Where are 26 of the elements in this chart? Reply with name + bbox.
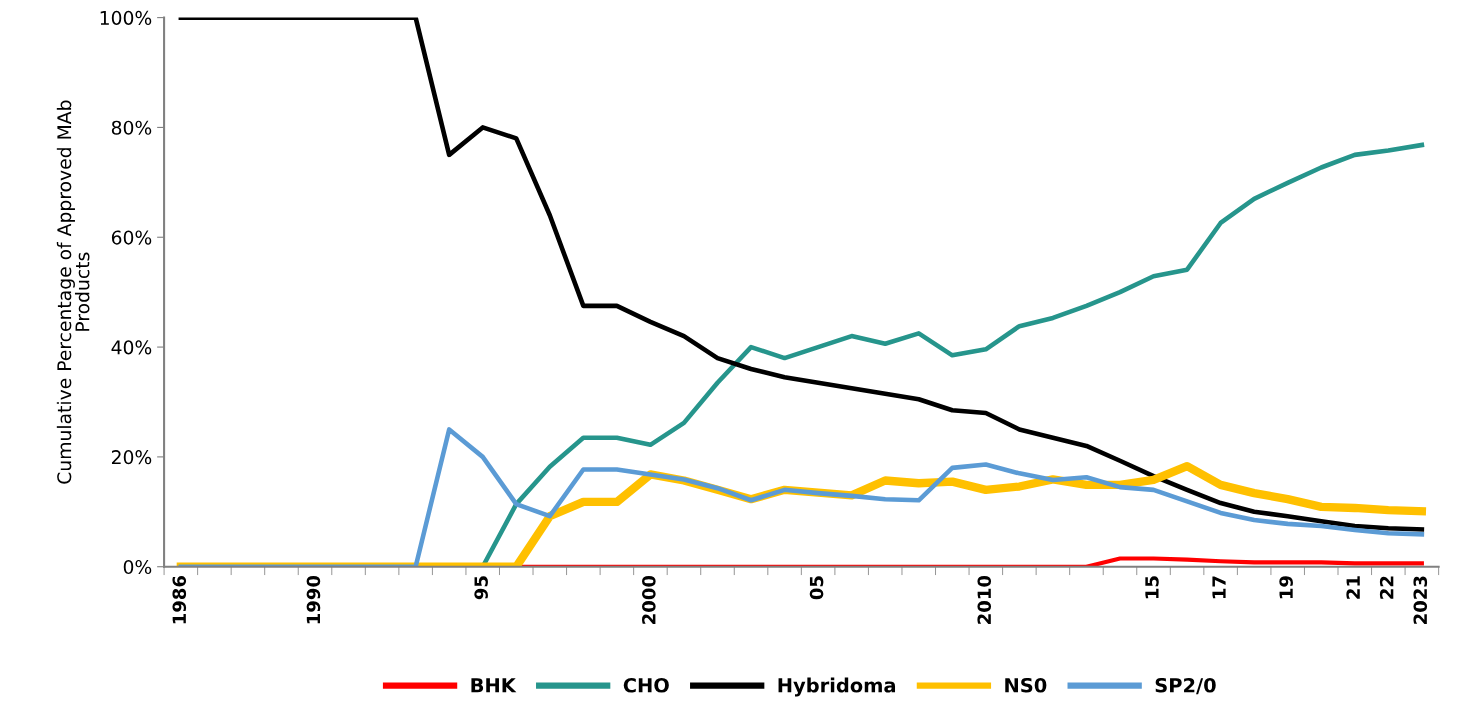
line-series xyxy=(178,17,1425,532)
y-tick-label: 0% xyxy=(123,559,152,575)
x-tick-label: 21 xyxy=(1346,576,1360,599)
legend-label: SP2/0 xyxy=(1155,677,1216,695)
x-tick-label: 22 xyxy=(1379,576,1394,599)
legend-label: Hybridoma xyxy=(778,677,896,697)
x-tick-label: 95 xyxy=(474,576,488,600)
legend-label: BHK xyxy=(471,678,517,693)
y-axis-title: Cumulative Percentage of Approved MAb Products xyxy=(56,100,90,484)
y-tick-label: 40% xyxy=(111,340,152,355)
x-tick-label: 2000 xyxy=(642,575,656,624)
x-tick-label: 17 xyxy=(1212,576,1226,599)
y-tick-label: 20% xyxy=(111,450,152,465)
y-tick-label: 80% xyxy=(111,120,152,135)
line-series xyxy=(178,427,1425,567)
y-tick-label: 100% xyxy=(100,10,152,25)
x-tick-label: 05 xyxy=(809,576,824,600)
x-tick-label: 19 xyxy=(1279,576,1293,599)
x-tick-label: 2023 xyxy=(1413,576,1428,624)
x-tick-label: 1986 xyxy=(172,576,187,624)
x-tick-label: 15 xyxy=(1145,576,1159,599)
x-tick-label: 1990 xyxy=(306,575,321,624)
y-tick-label: 60% xyxy=(111,230,152,245)
x-tick-label: 2010 xyxy=(977,575,992,624)
legend-label: NS0 xyxy=(1005,677,1047,693)
legend-label: CHO xyxy=(623,677,669,693)
